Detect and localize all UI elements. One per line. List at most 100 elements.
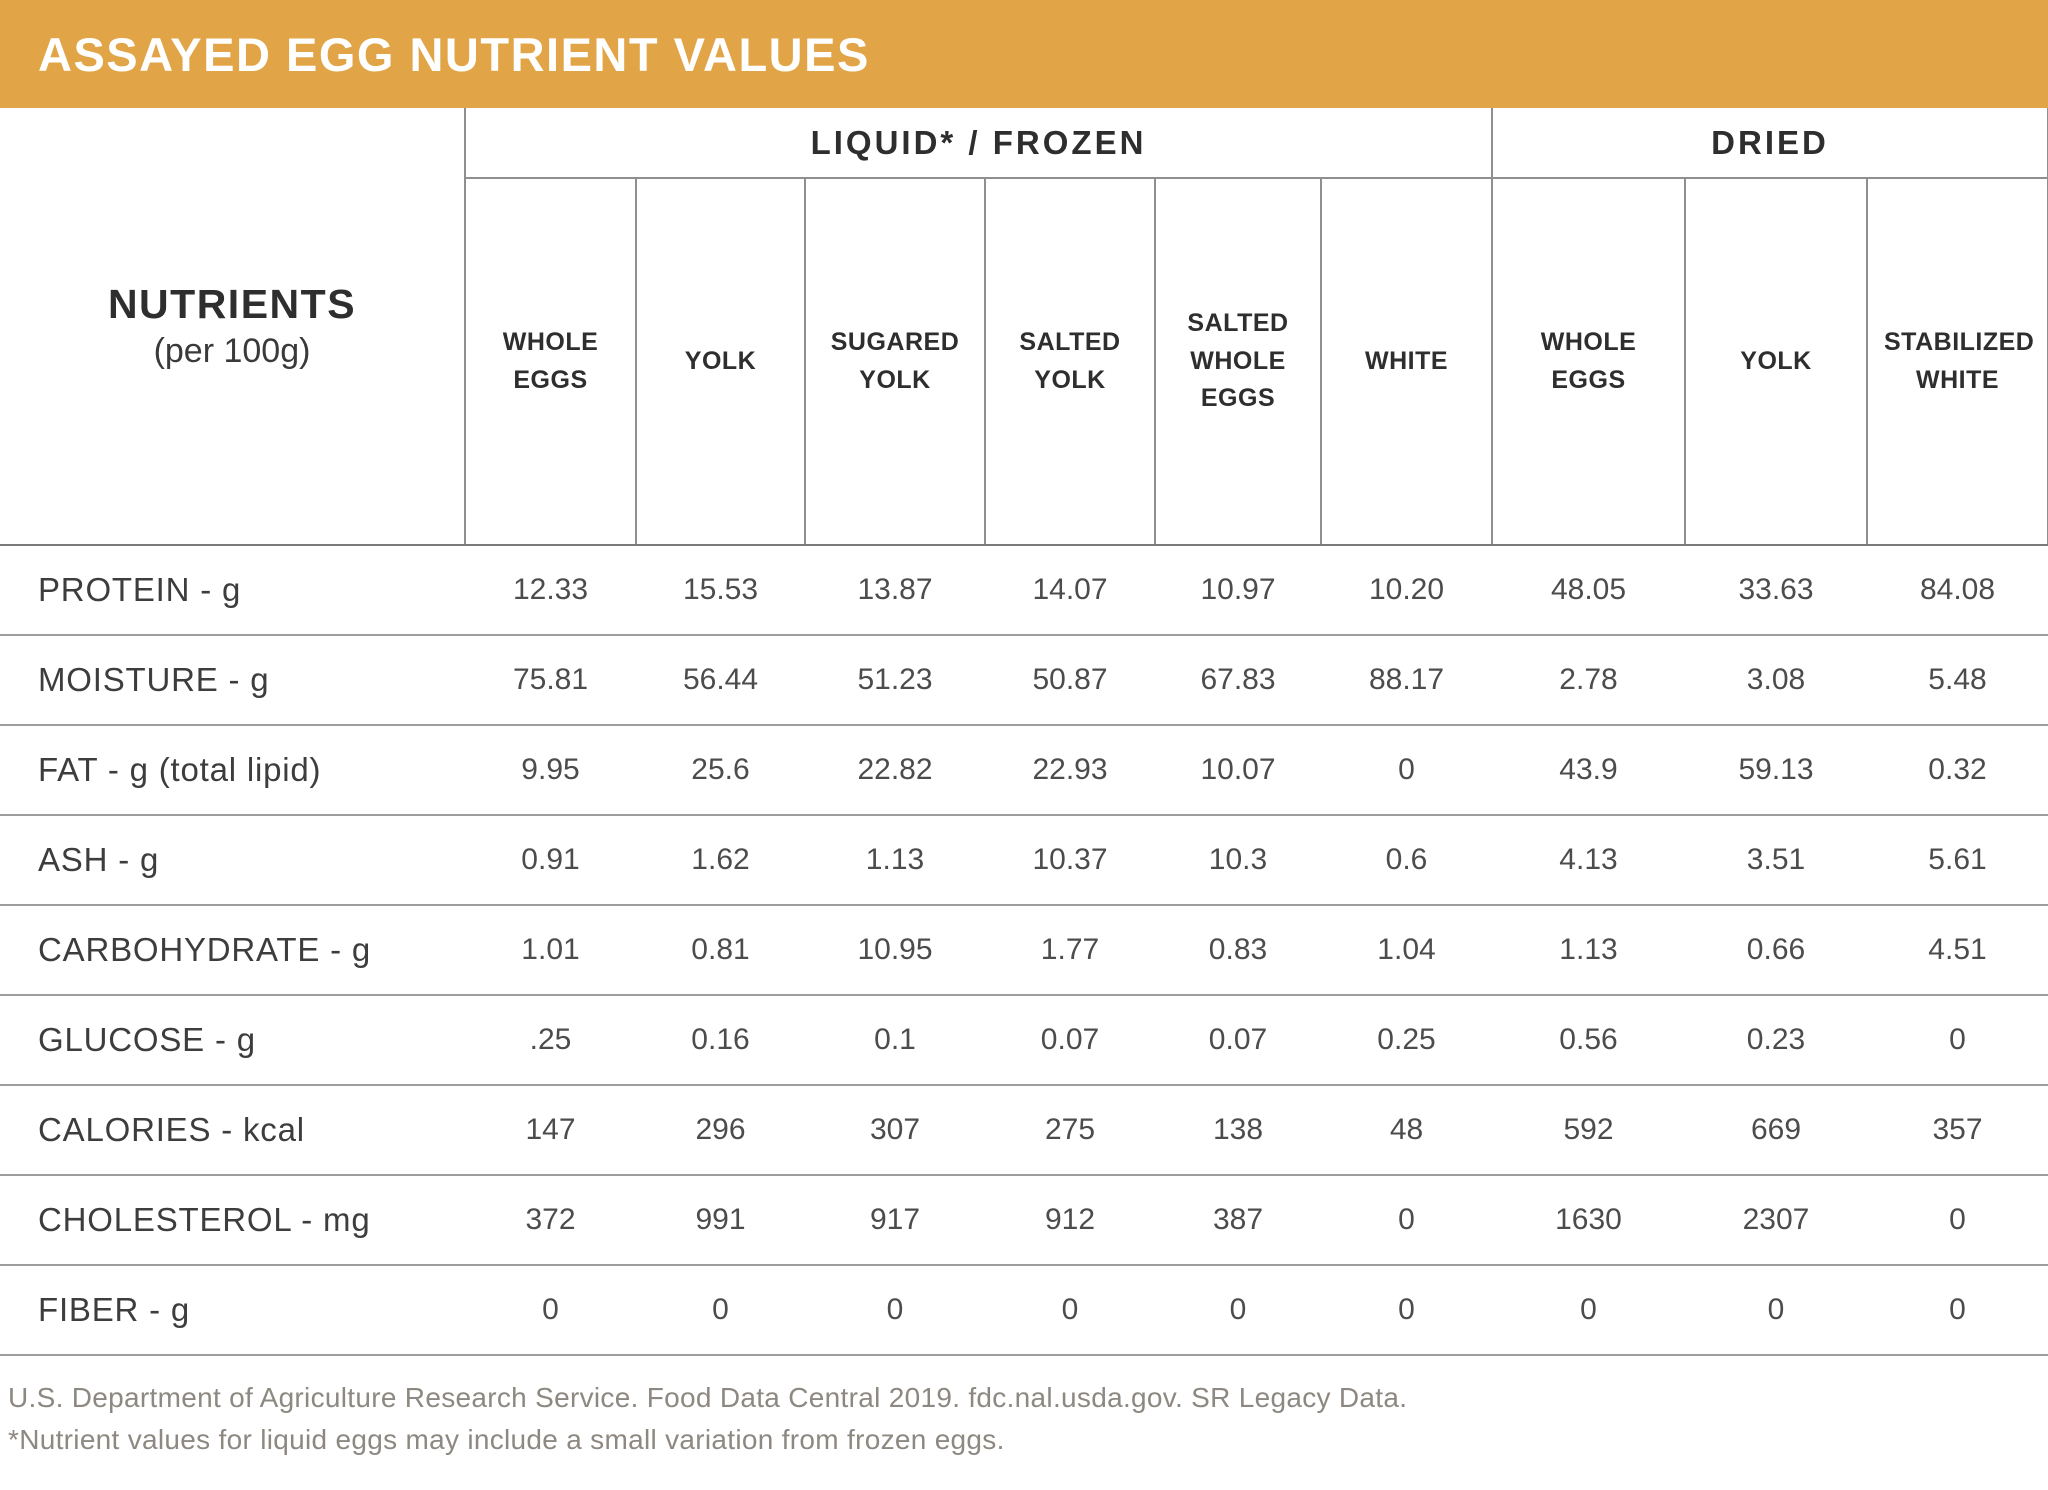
value-cell: 5.61 (1867, 815, 2048, 906)
value-cell: 50.87 (985, 635, 1155, 726)
value-cell: 1.13 (805, 815, 985, 906)
value-cell: 0 (805, 1265, 985, 1356)
value-cell: 0.1 (805, 995, 985, 1086)
value-cell: 0.32 (1867, 725, 2048, 816)
column-header-row: WHOLE EGGS YOLK SUGARED YOLK SALTED YOLK SAL… (0, 178, 2048, 546)
column-header-6-whole-eggs: WHOLE EGGS (1491, 178, 1685, 546)
value-cell: 22.93 (985, 725, 1155, 816)
value-cell: 0 (636, 1265, 805, 1356)
row-label: MOISTURE - g (0, 635, 465, 726)
column-header-5-white: WHITE (1320, 178, 1492, 546)
value-cell: 0 (1685, 1265, 1867, 1356)
value-cell: 48.05 (1492, 545, 1685, 636)
value-cell: 372 (465, 1175, 636, 1266)
nutrients-subheading: (per 100g) (153, 332, 311, 370)
value-cell: 10.37 (985, 815, 1155, 906)
value-cell: 0 (465, 1265, 636, 1356)
value-cell: 67.83 (1155, 635, 1321, 726)
value-cell: 43.9 (1492, 725, 1685, 816)
value-cell: 1630 (1492, 1175, 1685, 1266)
group-header-dried: DRIED (1491, 108, 2048, 179)
group-header-row: NUTRIENTS (per 100g) LIQUID* / FROZEN DR… (0, 108, 2048, 546)
row-label: CALORIES - kcal (0, 1085, 465, 1176)
table-row: CARBOHYDRATE - g 1.01 0.81 10.95 1.77 0.83 1.0… (0, 905, 2048, 996)
value-cell: 88.17 (1321, 635, 1492, 726)
value-cell: 0.07 (985, 995, 1155, 1086)
value-cell: 5.48 (1867, 635, 2048, 726)
value-cell: 147 (465, 1085, 636, 1176)
value-cell: 10.95 (805, 905, 985, 996)
value-cell: 48 (1321, 1085, 1492, 1176)
table-row: FAT - g (total lipid) 9.95 25.6 22.82 22.93 1… (0, 725, 2048, 816)
value-cell: 12.33 (465, 545, 636, 636)
value-cell: 0.83 (1155, 905, 1321, 996)
value-cell: 0 (1867, 1175, 2048, 1266)
column-header-2-sugared-yolk: SUGARED YOLK (804, 178, 985, 546)
column-header-0-whole-eggs: WHOLE EGGS (464, 178, 636, 546)
value-cell: 357 (1867, 1085, 2048, 1176)
value-cell: 0.91 (465, 815, 636, 906)
value-cell: 669 (1685, 1085, 1867, 1176)
value-cell: 10.07 (1155, 725, 1321, 816)
value-cell: 307 (805, 1085, 985, 1176)
row-label: PROTEIN - g (0, 545, 465, 636)
value-cell: .25 (465, 995, 636, 1086)
row-label: CHOLESTEROL - mg (0, 1175, 465, 1266)
value-cell: 0.25 (1321, 995, 1492, 1086)
value-cell: 3.08 (1685, 635, 1867, 726)
value-cell: 4.13 (1492, 815, 1685, 906)
value-cell: 9.95 (465, 725, 636, 816)
value-cell: 0 (1321, 1175, 1492, 1266)
value-cell: 15.53 (636, 545, 805, 636)
nutrient-table: NUTRIENTS (per 100g) LIQUID* / FROZEN DR… (0, 108, 2048, 1356)
value-cell: 1.01 (465, 905, 636, 996)
row-label: GLUCOSE - g (0, 995, 465, 1086)
value-cell: 0.66 (1685, 905, 1867, 996)
value-cell: 917 (805, 1175, 985, 1266)
value-cell: 0.23 (1685, 995, 1867, 1086)
value-cell: 912 (985, 1175, 1155, 1266)
value-cell: 275 (985, 1085, 1155, 1176)
value-cell: 1.13 (1492, 905, 1685, 996)
nutrients-heading: NUTRIENTS (107, 281, 357, 327)
table-row: GLUCOSE - g .25 0.16 0.1 0.07 0.07 0.25 0.56 0.2… (0, 995, 2048, 1086)
value-cell: 2307 (1685, 1175, 1867, 1266)
column-header-8-stabilized-white: STABILIZED WHITE (1866, 178, 2048, 546)
row-label: ASH - g (0, 815, 465, 906)
column-header-3-salted-yolk: SALTED YOLK (984, 178, 1155, 546)
table-body: PROTEIN - g 12.33 15.53 13.87 14.07 10.97 10.2… (0, 545, 2048, 1356)
value-cell: 0 (1867, 995, 2048, 1086)
value-cell: 296 (636, 1085, 805, 1176)
value-cell: 0.16 (636, 995, 805, 1086)
value-cell: 0 (1321, 725, 1492, 816)
value-cell: 0.56 (1492, 995, 1685, 1086)
table-row: PROTEIN - g 12.33 15.53 13.87 14.07 10.97 10.2… (0, 545, 2048, 636)
column-header-7-yolk: YOLK (1684, 178, 1867, 546)
value-cell: 0.6 (1321, 815, 1492, 906)
value-cell: 0 (1867, 1265, 2048, 1356)
page-title: ASSAYED EGG NUTRIENT VALUES (38, 27, 870, 81)
nutrients-corner-header: NUTRIENTS (per 100g) (0, 108, 466, 546)
value-cell: 387 (1155, 1175, 1321, 1266)
value-cell: 10.20 (1321, 545, 1492, 636)
footnote: *Nutrient values for liquid eggs may inc… (8, 1424, 1005, 1455)
table-row: MOISTURE - g 75.81 56.44 51.23 50.87 67.83 88.… (0, 635, 2048, 726)
value-cell: 14.07 (985, 545, 1155, 636)
value-cell: 10.3 (1155, 815, 1321, 906)
value-cell: 592 (1492, 1085, 1685, 1176)
footer: U.S. Department of Agriculture Research … (8, 1382, 2048, 1456)
value-cell: 2.78 (1492, 635, 1685, 726)
value-cell: 33.63 (1685, 545, 1867, 636)
column-header-4-salted-whole-eggs: SALTED WHOLE EGGS (1154, 178, 1321, 546)
column-header-1-yolk: YOLK (635, 178, 805, 546)
value-cell: 0 (1321, 1265, 1492, 1356)
value-cell: 51.23 (805, 635, 985, 726)
value-cell: 0 (1155, 1265, 1321, 1356)
group-header-liquid-frozen: LIQUID* / FROZEN (465, 108, 1492, 179)
value-cell: 13.87 (805, 545, 985, 636)
value-cell: 138 (1155, 1085, 1321, 1176)
table-row: CHOLESTEROL - mg 372 991 917 912 387 0 1630 2307… (0, 1175, 2048, 1266)
value-cell: 25.6 (636, 725, 805, 816)
